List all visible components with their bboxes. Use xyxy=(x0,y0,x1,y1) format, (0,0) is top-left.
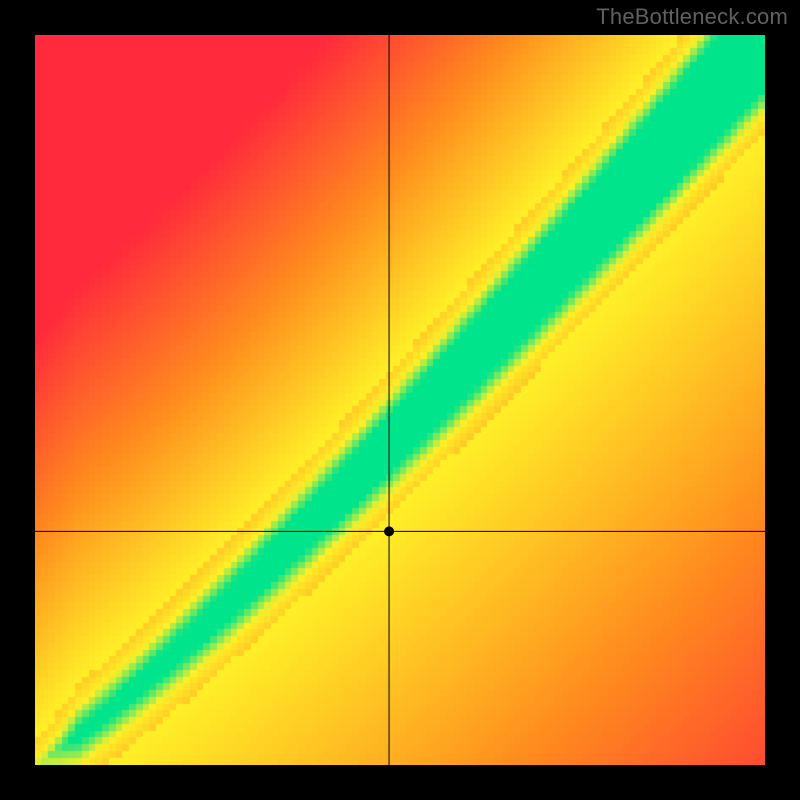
heatmap-plot-area xyxy=(35,35,765,765)
heatmap-canvas xyxy=(35,35,765,765)
chart-stage: TheBottleneck.com xyxy=(0,0,800,800)
watermark-text: TheBottleneck.com xyxy=(596,4,788,30)
